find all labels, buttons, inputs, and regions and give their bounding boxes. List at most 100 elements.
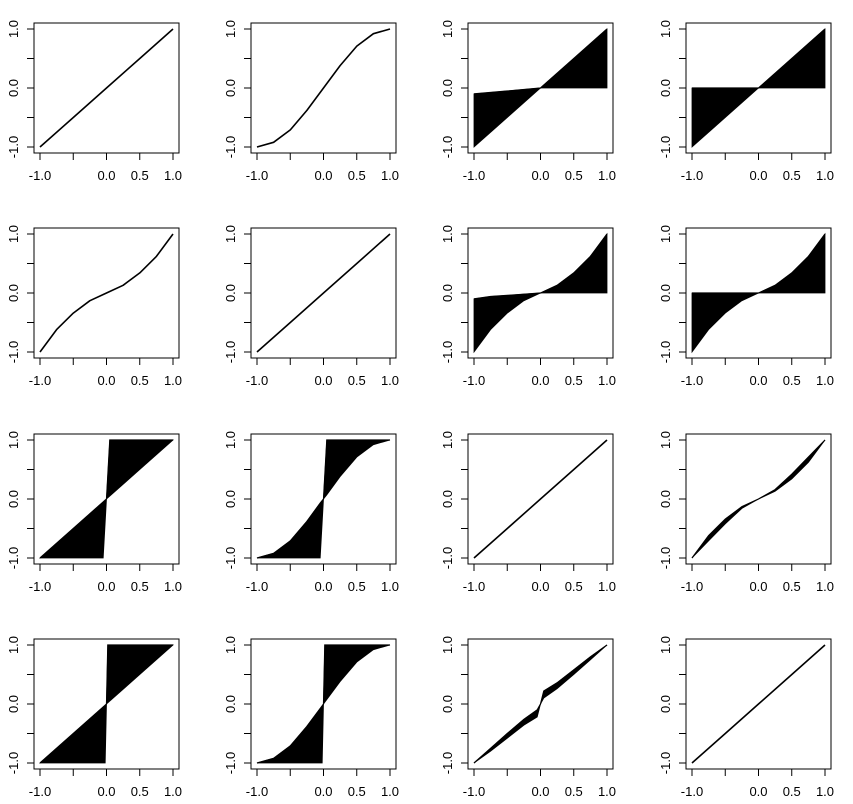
panel-r1c3-x-tick-label: 1.0 <box>598 168 616 183</box>
panel-r2c1-x-tick-label: 0.0 <box>97 373 115 388</box>
panel-r4c1-band-upper-edge <box>39 644 173 764</box>
panel-r2c2-y-tick-label: 1.0 <box>223 225 238 243</box>
panel-r2c1-y-tick-label: -1.0 <box>6 341 21 363</box>
panel-r3c3-y-tick-label: 0.0 <box>440 490 455 508</box>
panel-r4c4-curve <box>691 644 826 764</box>
panel-r3c1-x-tick-label: -1.0 <box>29 579 51 594</box>
panel-r2c1-curve <box>39 233 174 353</box>
panel-r3c2-y-tick-label: 1.0 <box>223 431 238 449</box>
panel-r1c4-x-tick-label: -1.0 <box>681 168 703 183</box>
panel-r1c2-x-tick-label: 0.5 <box>348 168 366 183</box>
panel-r3c3: -1.0 0.0 0.5 1.0 -1.0 0.0 1.0 <box>440 431 616 594</box>
panel-r4c3-band-upper-edge <box>473 644 608 764</box>
panel-r3c4-x-tick-label: 0.0 <box>749 579 767 594</box>
panel-r3c2-x-tick-label: 1.0 <box>381 579 399 594</box>
panel-r3c2-x-tick-label: 0.5 <box>348 579 366 594</box>
panel-r1c4-x-tick-label: 1.0 <box>816 168 834 183</box>
panel-r2c2-y-tick-label: -1.0 <box>223 341 238 363</box>
panel-r2c4: -1.0 0.0 0.5 1.0 -1.0 0.0 1.0 <box>658 225 834 388</box>
panel-r2c1-y-tick-label: 0.0 <box>6 284 21 302</box>
panel-r4c3: -1.0 0.0 0.5 1.0 -1.0 0.0 1.0 <box>440 636 616 799</box>
panel-r3c3-y-tick-label: 1.0 <box>440 431 455 449</box>
panel-r3c4-y-tick-label: 0.0 <box>658 490 673 508</box>
panel-r4c1-y-tick-label: 0.0 <box>6 695 21 713</box>
panel-r2c4-y-tick-label: 0.0 <box>658 284 673 302</box>
panel-r4c3-y-tick-label: 1.0 <box>440 636 455 654</box>
panel-r1c1-y-tick-label: 0.0 <box>6 79 21 97</box>
panel-r3c2-x-tick-label: 0.0 <box>314 579 332 594</box>
panel-r4c3-x-tick-label: 0.5 <box>565 784 583 799</box>
panel-r2c3-x-tick-label: -1.0 <box>463 373 485 388</box>
panel-r2c2-x-tick-label: 0.0 <box>314 373 332 388</box>
panel-r1c4-y-tick-label: 1.0 <box>658 20 673 38</box>
panel-r1c4-y-tick-label: -1.0 <box>658 136 673 158</box>
panel-r3c3-x-tick-label: 0.0 <box>531 579 549 594</box>
panel-r3c2-y-tick-label: 0.0 <box>223 490 238 508</box>
panel-r3c2-y-tick-label: -1.0 <box>223 547 238 569</box>
panel-r4c1-x-tick-label: -1.0 <box>29 784 51 799</box>
panel-r2c3-y-tick-label: 0.0 <box>440 284 455 302</box>
panel-r2c4-x-tick-label: 0.5 <box>783 373 801 388</box>
panel-r4c4-y-tick-label: 1.0 <box>658 636 673 654</box>
panel-r4c2-y-tick-label: 0.0 <box>223 695 238 713</box>
panel-r4c3-y-tick-label: 0.0 <box>440 695 455 713</box>
panel-r3c3-y-tick-label: -1.0 <box>440 547 455 569</box>
panel-r3c4-band-upper-edge <box>691 439 826 559</box>
panel-r4c4-x-tick-label: 1.0 <box>816 784 834 799</box>
panel-r1c3-y-tick-label: -1.0 <box>440 136 455 158</box>
panel-r1c4-x-tick-label: 0.5 <box>783 168 801 183</box>
panel-r3c1-band-upper-edge <box>39 439 173 559</box>
panel-r1c4-band-upper-edge <box>692 28 826 89</box>
panel-r3c3-curve <box>473 439 608 559</box>
panel-r2c2-y-tick-label: 0.0 <box>223 284 238 302</box>
panel-r1c2-y-tick-label: 1.0 <box>223 20 238 38</box>
panel-r3c1-x-tick-label: 1.0 <box>164 579 182 594</box>
panel-r2c4-x-tick-label: -1.0 <box>681 373 703 388</box>
panel-r1c2-y-tick-label: -1.0 <box>223 136 238 158</box>
panel-r1c2-x-tick-label: 1.0 <box>381 168 399 183</box>
panel-r3c1-y-tick-label: -1.0 <box>6 547 21 569</box>
panel-r1c1-curve <box>39 28 174 148</box>
panel-r2c1-x-tick-label: 1.0 <box>164 373 182 388</box>
panel-r4c1-y-tick-label: 1.0 <box>6 636 21 654</box>
panel-r2c2-x-tick-label: -1.0 <box>246 373 268 388</box>
panel-r4c1: -1.0 0.0 0.5 1.0 -1.0 0.0 1.0 <box>6 636 182 799</box>
panel-r3c3-x-tick-label: 1.0 <box>598 579 616 594</box>
panel-r1c3: -1.0 0.0 0.5 1.0 -1.0 0.0 1.0 <box>440 20 616 183</box>
panel-r1c2-x-tick-label: -1.0 <box>246 168 268 183</box>
panel-r1c2: -1.0 0.0 0.5 1.0 -1.0 0.0 1.0 <box>223 20 399 183</box>
panel-r2c3-band-upper-edge <box>473 233 608 300</box>
panel-r2c3-x-tick-label: 0.5 <box>565 373 583 388</box>
panel-r4c4-y-tick-label: -1.0 <box>658 752 673 774</box>
panel-r1c3-y-tick-label: 0.0 <box>440 79 455 97</box>
panel-r1c4-y-tick-label: 0.0 <box>658 79 673 97</box>
panel-r4c3-x-tick-label: -1.0 <box>463 784 485 799</box>
panel-r3c3-x-tick-label: 0.5 <box>565 579 583 594</box>
panel-r4c3-x-tick-label: 0.0 <box>531 784 549 799</box>
panel-r1c1-x-tick-label: 1.0 <box>164 168 182 183</box>
panel-r1c1-x-tick-label: -1.0 <box>29 168 51 183</box>
panel-r4c2-band-upper-edge <box>256 644 390 764</box>
panel-r3c4-x-tick-label: 1.0 <box>816 579 834 594</box>
panel-r2c2: -1.0 0.0 0.5 1.0 -1.0 0.0 1.0 <box>223 225 399 388</box>
panel-r2c4-x-tick-label: 0.0 <box>749 373 767 388</box>
panel-r2c4-y-tick-label: -1.0 <box>658 341 673 363</box>
panel-r4c2-y-tick-label: 1.0 <box>223 636 238 654</box>
panel-r3c1: -1.0 0.0 0.5 1.0 -1.0 0.0 1.0 <box>6 431 182 594</box>
panel-r3c4-y-tick-label: -1.0 <box>658 547 673 569</box>
panel-r4c2-x-tick-label: -1.0 <box>246 784 268 799</box>
panel-r2c3: -1.0 0.0 0.5 1.0 -1.0 0.0 1.0 <box>440 225 616 388</box>
panel-r4c1-x-tick-label: 1.0 <box>164 784 182 799</box>
panel-r3c3-x-tick-label: -1.0 <box>463 579 485 594</box>
panel-r3c1-y-tick-label: 0.0 <box>6 490 21 508</box>
panel-r2c2-x-tick-label: 1.0 <box>381 373 399 388</box>
panel-r1c1-y-tick-label: 1.0 <box>6 20 21 38</box>
panel-r4c2-x-tick-label: 0.5 <box>348 784 366 799</box>
panel-r1c2-y-tick-label: 0.0 <box>223 79 238 97</box>
panel-r1c1-y-tick-label: -1.0 <box>6 136 21 158</box>
panel-r2c2-curve <box>256 233 391 353</box>
panel-r2c4-y-tick-label: 1.0 <box>658 225 673 243</box>
panel-r4c4: -1.0 0.0 0.5 1.0 -1.0 0.0 1.0 <box>658 636 834 799</box>
panel-r1c2-curve <box>256 28 391 148</box>
